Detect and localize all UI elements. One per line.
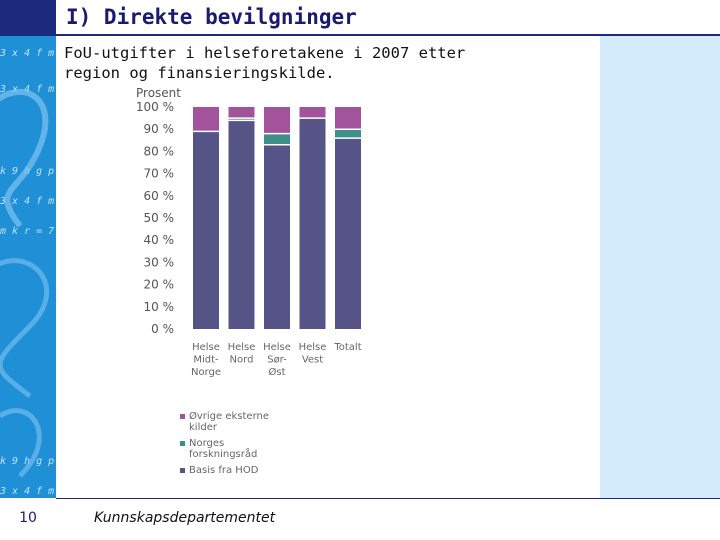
x-category-label: Midt-	[193, 355, 219, 366]
subtitle-line-2: region og finansieringskilde.	[64, 64, 335, 82]
footer-text: Kunnskapsdepartementet	[94, 510, 276, 526]
y-tick-label: 30 %	[144, 255, 175, 269]
x-category-label: Sør-	[267, 355, 287, 366]
y-tick-label: 100 %	[136, 100, 174, 114]
page-number: 10	[19, 510, 37, 526]
bar-segment	[299, 118, 326, 329]
y-tick-label: 60 %	[144, 189, 175, 203]
x-category-label: Vest	[302, 355, 323, 366]
bar-segment	[264, 144, 290, 329]
x-category-label: Helse	[299, 342, 327, 353]
x-category-label: Totalt	[333, 342, 361, 353]
x-category-label: Norge	[191, 367, 221, 378]
y-tick-label: 70 %	[144, 167, 175, 181]
footer-divider	[56, 498, 720, 499]
left-decor-band: 3 x 4 f m k 3 x 4 f m k k 9 h g p 2 3 x …	[0, 0, 56, 540]
number-pattern: 3 x 4 f m k 3 x 4 f m k k 9 h g p 2 3 x …	[0, 36, 56, 497]
bar-segment	[299, 107, 326, 119]
y-axis-label: Prosent	[136, 86, 181, 100]
decor-text: m k r = 7 y	[0, 226, 56, 237]
bar-segment	[264, 107, 290, 134]
y-tick-label: 90 %	[144, 122, 175, 136]
bar-segment	[228, 120, 255, 329]
bar-segment	[228, 118, 255, 121]
bar-segment	[335, 129, 361, 139]
bar-segment	[335, 107, 361, 130]
chart-subtitle: FoU-utgifter i helseforetakene i 2007 et…	[64, 43, 594, 83]
x-category-label: Helse	[192, 342, 220, 353]
decor-text: 3 x 4 f m k	[0, 196, 56, 207]
bar-segment	[193, 131, 219, 329]
title-underline	[56, 34, 720, 36]
slide-title: I) Direkte bevilgninger	[66, 5, 357, 29]
y-tick-label: 40 %	[144, 233, 175, 247]
y-tick-label: 50 %	[144, 211, 175, 225]
legend-swatch	[180, 468, 185, 473]
page-number-box	[0, 498, 56, 540]
y-tick-label: 10 %	[144, 300, 175, 314]
bar-segment	[264, 133, 290, 145]
y-tick-label: 0 %	[151, 322, 174, 336]
left-header-block	[0, 0, 56, 36]
decor-text: 3 x 4 f m k	[0, 84, 56, 95]
bar-segment	[228, 107, 255, 119]
legend-label: Øvrige eksterne	[189, 410, 269, 422]
legend-label: forskningsråd	[189, 447, 257, 460]
legend-swatch	[180, 441, 185, 446]
x-category-label: Øst	[268, 366, 285, 378]
legend-label: kilder	[189, 422, 218, 433]
legend-label: Basis fra HOD	[189, 465, 259, 476]
decor-text: k 9 h g p 2	[0, 456, 56, 467]
legend-label: Norges	[189, 438, 224, 449]
decor-text: 3 x 4 f m k	[0, 48, 56, 59]
legend-swatch	[180, 414, 185, 419]
x-category-label: Helse	[263, 342, 291, 353]
bar-segment	[335, 138, 361, 329]
subtitle-line-1: FoU-utgifter i helseforetakene i 2007 et…	[64, 44, 466, 62]
swirl-decoration	[0, 88, 50, 478]
y-tick-label: 20 %	[144, 278, 175, 292]
right-panel	[600, 36, 720, 498]
decor-text: 3 x 4 f m k	[0, 486, 56, 497]
bar-segment	[193, 107, 219, 132]
x-category-label: Helse	[228, 342, 256, 353]
y-tick-label: 80 %	[144, 144, 175, 158]
x-category-label: Nord	[230, 355, 254, 366]
